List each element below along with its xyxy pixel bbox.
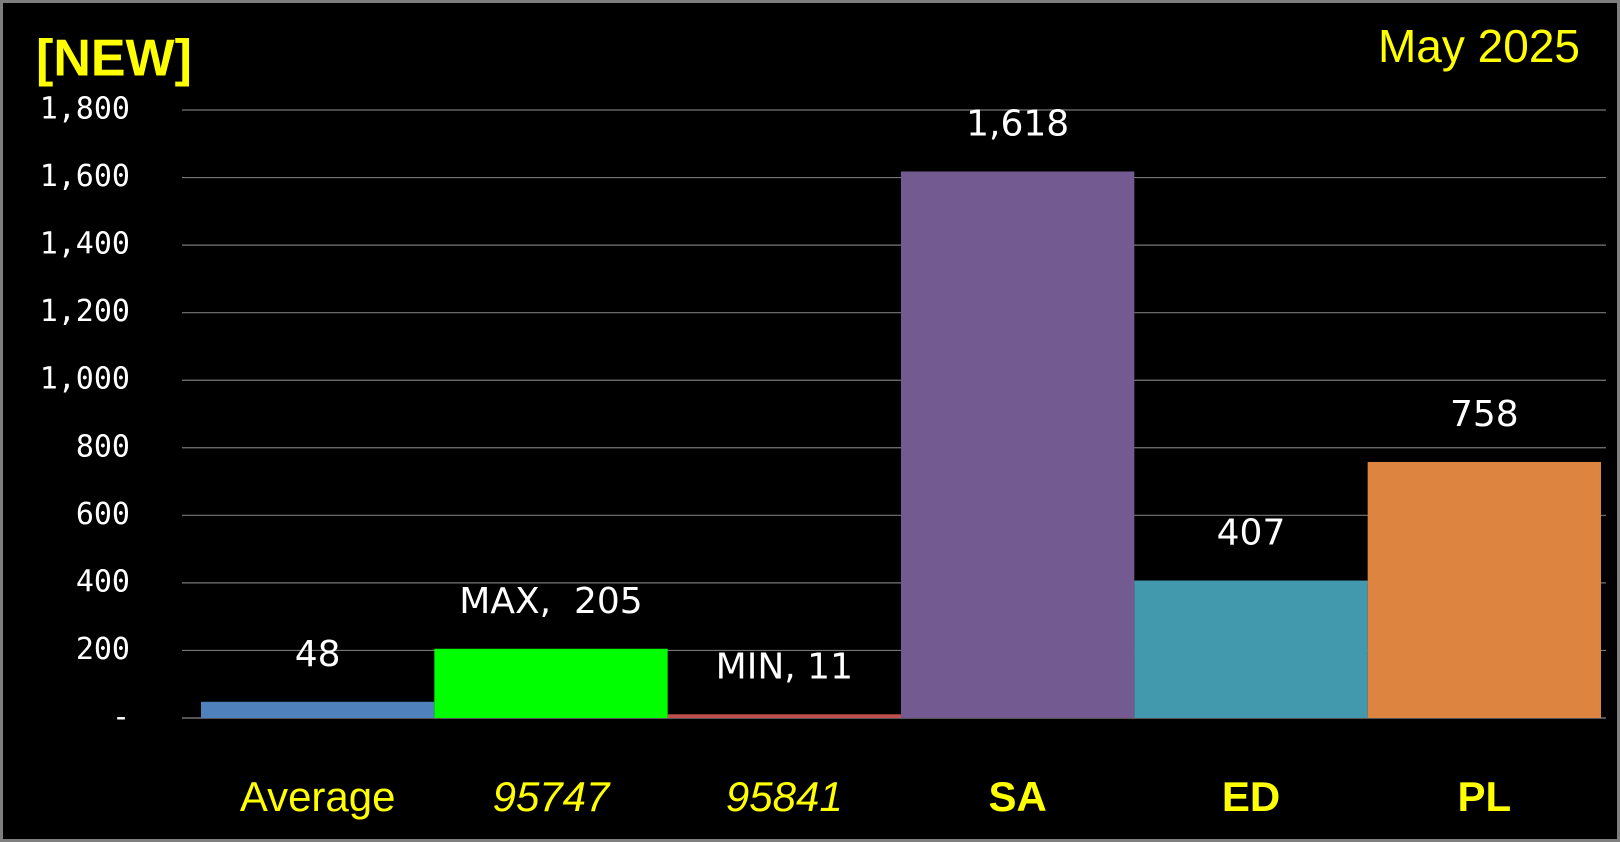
x-tick-label: Average bbox=[240, 773, 396, 820]
y-tick-label: 200 bbox=[76, 632, 130, 667]
y-tick-label: 1,000 bbox=[40, 362, 130, 397]
y-tick-label: 1,600 bbox=[40, 159, 130, 194]
chart-title: [NEW] bbox=[36, 30, 192, 88]
x-tick-label: 95747 bbox=[493, 773, 611, 820]
y-tick-label: 600 bbox=[76, 497, 130, 532]
bar bbox=[901, 171, 1135, 718]
y-tick-label: - bbox=[112, 700, 130, 735]
bar bbox=[201, 701, 435, 718]
bar bbox=[667, 714, 901, 718]
value-label: MIN, 11 bbox=[716, 646, 853, 687]
bar bbox=[434, 648, 668, 718]
x-tick-label: ED bbox=[1222, 773, 1280, 820]
chart-subtitle: May 2025 bbox=[1378, 20, 1580, 72]
bar bbox=[1367, 461, 1601, 718]
value-label: 48 bbox=[295, 634, 341, 675]
y-tick-label: 400 bbox=[76, 564, 130, 599]
x-tick-label: 95841 bbox=[726, 773, 843, 820]
y-tick-label: 1,800 bbox=[40, 92, 130, 127]
bar bbox=[1134, 580, 1368, 718]
y-tick-label: 800 bbox=[76, 429, 130, 464]
value-label: 758 bbox=[1450, 394, 1519, 435]
y-tick-label: 1,400 bbox=[40, 227, 130, 262]
y-tick-label: 1,200 bbox=[40, 294, 130, 329]
value-label: 1,618 bbox=[966, 103, 1069, 144]
value-label: MAX, 205 bbox=[459, 581, 642, 622]
x-tick-label: SA bbox=[988, 773, 1046, 820]
value-label: 407 bbox=[1217, 513, 1286, 554]
x-tick-label: PL bbox=[1457, 773, 1511, 820]
